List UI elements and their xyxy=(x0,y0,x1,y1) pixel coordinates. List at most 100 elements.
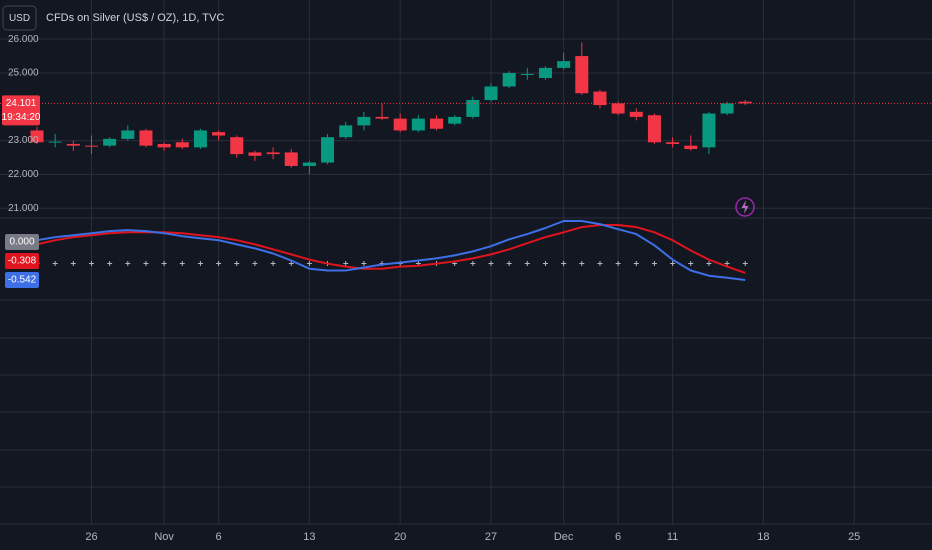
candle-body xyxy=(103,138,117,146)
cross-point xyxy=(361,261,367,267)
candle-body xyxy=(738,101,752,104)
cross-point xyxy=(52,261,58,267)
value-tag xyxy=(5,234,39,251)
marks-layer xyxy=(0,42,932,281)
cross-point xyxy=(270,261,276,267)
cross-point xyxy=(288,261,294,267)
candle-body xyxy=(266,152,280,155)
cross-point xyxy=(197,261,203,267)
x-tick-label: 18 xyxy=(757,531,769,543)
candle-body xyxy=(666,142,680,144)
cross-point xyxy=(234,261,240,267)
currency-button[interactable] xyxy=(2,5,37,31)
candle-body xyxy=(66,143,80,146)
x-tick-label: 20 xyxy=(394,531,406,543)
cross-point xyxy=(561,261,567,267)
cross-point xyxy=(179,261,185,267)
cross-point xyxy=(343,261,349,267)
candle-body xyxy=(193,130,207,148)
cross-point xyxy=(597,261,603,267)
candle-body xyxy=(48,141,62,143)
candle-body xyxy=(411,118,425,131)
candle-body xyxy=(230,137,244,155)
x-tick-label: 6 xyxy=(615,531,621,543)
value-tag xyxy=(5,272,39,289)
cross-point xyxy=(524,261,530,267)
cross-point xyxy=(742,261,748,267)
x-tick-label: 25 xyxy=(848,531,860,543)
cross-point xyxy=(542,261,548,267)
candle-body xyxy=(720,103,734,114)
cross-point xyxy=(252,261,258,267)
candle-body xyxy=(248,152,262,156)
x-tick-label: Dec xyxy=(554,531,574,543)
x-tick-label: 27 xyxy=(485,531,497,543)
candle-body xyxy=(684,145,698,150)
alert-circle xyxy=(735,197,755,217)
candle-body xyxy=(84,145,98,147)
candle-body xyxy=(139,130,153,146)
candle-body xyxy=(375,116,389,119)
y-tick-label: 25.000 xyxy=(8,68,39,79)
cross-point xyxy=(706,261,712,267)
candle-body xyxy=(466,100,480,117)
x-tick-label: 6 xyxy=(216,531,222,543)
candle-body xyxy=(121,130,135,139)
last-price-tag xyxy=(2,95,40,126)
candle-body xyxy=(284,152,298,166)
candle-body xyxy=(629,111,643,117)
candle-body xyxy=(302,162,316,166)
x-tick-label: 13 xyxy=(303,531,315,543)
candle-body xyxy=(575,56,589,94)
candle-body xyxy=(339,125,353,138)
cross-point xyxy=(125,261,131,267)
cross-point xyxy=(216,261,222,267)
value-tag xyxy=(5,253,39,270)
x-tick-label: 26 xyxy=(85,531,97,543)
candle-body xyxy=(321,137,335,163)
tags-layer: 24.101 19:34:20 -0.542 -0.308 0.000 xyxy=(2,95,41,289)
value-tag-label: 0.000 xyxy=(9,237,34,248)
y-tick-label: 23.000 xyxy=(8,135,39,146)
cross-point xyxy=(688,261,694,267)
y-tick-label: 21.000 xyxy=(8,203,39,214)
cross-point xyxy=(506,261,512,267)
candle-body xyxy=(611,103,625,114)
value-tag-label: -0.542 xyxy=(8,275,37,286)
candle-body xyxy=(702,113,716,148)
candle-body xyxy=(538,67,552,79)
last-price-label: 24.101 xyxy=(6,98,37,109)
alert-icon[interactable] xyxy=(735,197,755,217)
cross-point xyxy=(615,261,621,267)
cross-point xyxy=(670,261,676,267)
candle-body xyxy=(175,142,189,148)
candle-body xyxy=(484,86,498,101)
candle-body xyxy=(593,91,607,106)
candle-body xyxy=(393,118,407,131)
candle-body xyxy=(357,116,371,126)
y-tick-label: 22.000 xyxy=(8,169,39,180)
candle-body xyxy=(430,118,444,129)
alert-bolt xyxy=(741,200,749,214)
currency-label: USD xyxy=(9,13,30,24)
cross-point xyxy=(306,261,312,267)
cross-point xyxy=(70,261,76,267)
x-tick-label: Nov xyxy=(154,531,174,543)
cross-point xyxy=(633,261,639,267)
cross-point xyxy=(88,261,94,267)
candle-body xyxy=(557,61,571,68)
indicator-line xyxy=(36,220,746,281)
cross-point xyxy=(107,261,113,267)
cross-point xyxy=(651,261,657,267)
cross-point xyxy=(161,261,167,267)
candle-body xyxy=(212,132,226,136)
cross-point xyxy=(488,261,494,267)
cross-point xyxy=(143,261,149,267)
chart-title: CFDs on Silver (US$ / OZ), 1D, TVC xyxy=(46,12,224,24)
candle-body xyxy=(502,72,516,87)
cross-point xyxy=(724,261,730,267)
candle-body xyxy=(448,116,462,124)
value-tag-label: -0.308 xyxy=(8,256,37,267)
